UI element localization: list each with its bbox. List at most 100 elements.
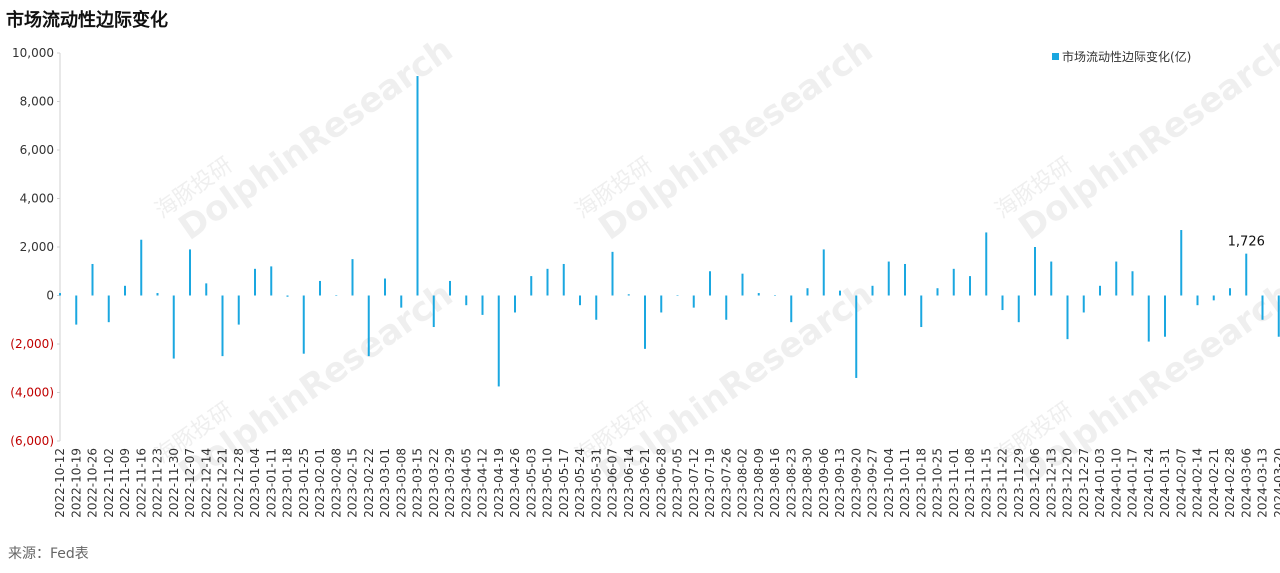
x-tick-label: 2023-12-27 bbox=[1077, 448, 1091, 518]
x-tick-label: 2023-12-13 bbox=[1044, 448, 1058, 518]
bar bbox=[530, 276, 533, 296]
x-tick-label: 2023-05-31 bbox=[589, 448, 603, 518]
bar bbox=[189, 249, 191, 296]
x-tick-label: 2023-01-18 bbox=[281, 448, 295, 518]
bar bbox=[449, 280, 451, 296]
x-tick-label: 2024-02-14 bbox=[1191, 448, 1205, 518]
x-tick-label: 2023-09-13 bbox=[833, 448, 847, 518]
x-tick-label: 2022-10-12 bbox=[53, 448, 67, 518]
x-tick-label: 2023-06-28 bbox=[654, 448, 668, 518]
bar bbox=[351, 259, 354, 296]
bar bbox=[660, 295, 663, 313]
y-tick-label: 10,000 bbox=[12, 46, 54, 60]
x-tick-label: 2022-11-02 bbox=[102, 448, 116, 518]
bar bbox=[221, 295, 224, 357]
x-tick-label: 2024-03-06 bbox=[1239, 448, 1253, 518]
bar bbox=[1017, 295, 1020, 323]
bar bbox=[1082, 295, 1085, 313]
bar bbox=[1180, 230, 1183, 296]
bar bbox=[465, 295, 468, 306]
bar bbox=[1115, 261, 1118, 296]
x-tick-label: 2024-03-13 bbox=[1256, 448, 1270, 518]
x-tick-label: 2022-11-23 bbox=[151, 448, 165, 518]
x-tick-label: 2023-06-14 bbox=[622, 448, 636, 518]
bar bbox=[1099, 285, 1101, 296]
bar bbox=[286, 295, 289, 297]
x-tick-label: 2023-05-24 bbox=[573, 448, 587, 518]
x-tick-label: 2023-03-15 bbox=[411, 448, 425, 518]
y-tick-label: (2,000) bbox=[10, 337, 54, 351]
x-tick-label: 2022-11-09 bbox=[118, 448, 132, 518]
bar bbox=[822, 249, 825, 296]
bar bbox=[140, 239, 143, 296]
bar bbox=[1261, 295, 1264, 320]
bar bbox=[757, 293, 760, 296]
bar bbox=[481, 295, 484, 315]
bar bbox=[172, 295, 175, 359]
x-tick-label: 2023-09-27 bbox=[866, 448, 880, 518]
bar bbox=[107, 295, 110, 323]
bar bbox=[676, 295, 679, 296]
x-tick-label: 2023-08-23 bbox=[784, 448, 798, 518]
bar bbox=[1034, 247, 1036, 296]
x-tick-label: 2023-10-11 bbox=[898, 448, 912, 518]
bar bbox=[432, 295, 435, 328]
x-tick-label: 2023-05-10 bbox=[541, 448, 555, 518]
bar bbox=[1001, 295, 1004, 311]
y-tick-label: (6,000) bbox=[10, 434, 54, 448]
value-label: 1,726 bbox=[1228, 235, 1265, 250]
bar bbox=[562, 263, 565, 296]
bar bbox=[839, 290, 841, 296]
x-tick-label: 2023-01-04 bbox=[248, 448, 262, 518]
x-tick-label: 2023-03-08 bbox=[394, 448, 408, 518]
x-tick-label: 2023-04-19 bbox=[492, 448, 506, 518]
bar bbox=[514, 295, 516, 313]
bar bbox=[806, 288, 809, 296]
bar bbox=[237, 295, 240, 325]
bar bbox=[741, 273, 744, 296]
x-tick-label: 2023-12-06 bbox=[1028, 448, 1042, 518]
bar bbox=[920, 295, 923, 328]
x-tick-label: 2022-12-07 bbox=[183, 448, 197, 518]
bar bbox=[319, 280, 321, 296]
bar bbox=[124, 285, 126, 296]
bar bbox=[497, 295, 500, 387]
bar bbox=[75, 295, 78, 325]
y-tick-label: 0 bbox=[46, 289, 54, 303]
x-tick-label: 2023-05-03 bbox=[524, 448, 538, 518]
bar bbox=[270, 266, 273, 296]
bar bbox=[400, 295, 403, 308]
x-tick-label: 2024-02-21 bbox=[1207, 448, 1221, 518]
bar bbox=[644, 295, 646, 349]
x-tick-label: 2022-10-26 bbox=[86, 448, 100, 518]
x-tick-label: 2023-02-08 bbox=[329, 448, 343, 518]
watermark-text: DolphinResearch bbox=[592, 30, 881, 249]
y-tick-label: 8,000 bbox=[20, 95, 54, 109]
x-tick-label: 2023-04-26 bbox=[508, 448, 522, 518]
legend-swatch bbox=[1052, 53, 1059, 60]
bar bbox=[254, 268, 256, 296]
bar bbox=[692, 295, 695, 308]
x-tick-label: 2023-08-16 bbox=[768, 448, 782, 518]
x-tick-label: 2022-12-28 bbox=[232, 448, 246, 518]
bar bbox=[871, 285, 874, 296]
x-tick-label: 2023-05-17 bbox=[557, 448, 571, 518]
bar bbox=[904, 263, 906, 296]
x-tick-label: 2024-02-28 bbox=[1223, 448, 1237, 518]
x-tick-label: 2023-11-01 bbox=[947, 448, 961, 518]
bar bbox=[579, 295, 581, 306]
x-tick-label: 2023-08-09 bbox=[752, 448, 766, 518]
bar bbox=[969, 276, 971, 296]
bar bbox=[302, 295, 305, 354]
x-tick-label: 2024-01-17 bbox=[1126, 448, 1140, 518]
x-tick-label: 2023-03-29 bbox=[443, 448, 457, 518]
bar bbox=[627, 294, 630, 296]
bar bbox=[952, 268, 955, 296]
x-tick-label: 2023-07-05 bbox=[671, 448, 685, 518]
x-tick-label: 2024-03-20 bbox=[1272, 448, 1280, 518]
bar bbox=[790, 295, 793, 323]
x-tick-label: 2024-01-10 bbox=[1109, 448, 1123, 518]
